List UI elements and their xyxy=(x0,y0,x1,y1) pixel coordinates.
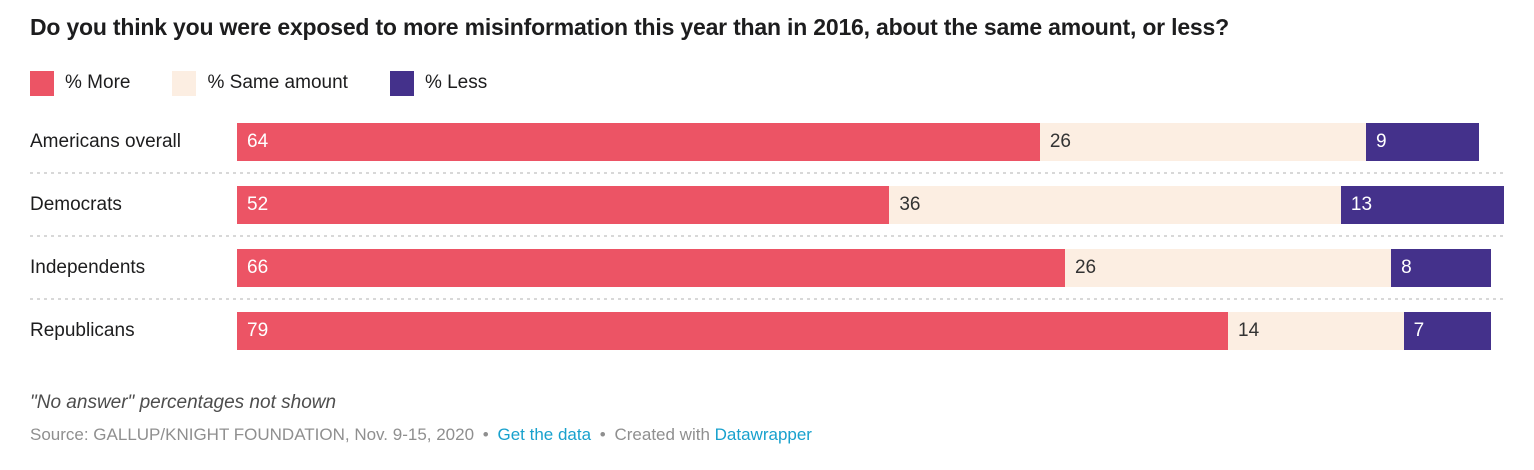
bar-row: Americans overall 64 26 9 xyxy=(30,123,1504,161)
bar-segment: 13 xyxy=(1340,186,1504,224)
category-label: Americans overall xyxy=(30,131,181,152)
value-label: 52 xyxy=(247,194,269,215)
legend-swatch-less xyxy=(389,70,414,96)
value-label: 36 xyxy=(899,194,921,215)
bar-segment: 52 xyxy=(237,186,890,224)
datawrapper-link[interactable]: Datawrapper xyxy=(714,425,812,444)
bar-segment: 26 xyxy=(1039,123,1366,161)
value-label: 13 xyxy=(1350,194,1373,215)
bar-segment: 26 xyxy=(1064,249,1392,287)
get-the-data-link[interactable]: Get the data xyxy=(497,425,592,444)
category-label: Democrats xyxy=(30,194,122,215)
value-label: 79 xyxy=(247,320,269,341)
bar-segment: 14 xyxy=(1228,312,1404,350)
bar-track: 79 14 7 xyxy=(237,312,1504,350)
value-label: 14 xyxy=(1238,320,1260,341)
bar-rows: Americans overall 64 26 9 Democrats 52 36 13 Ind… xyxy=(30,123,1504,350)
row-separator xyxy=(30,298,1504,300)
footnote: "No answer" percentages not shown xyxy=(30,392,337,413)
bar-track: 52 36 13 xyxy=(237,186,1504,224)
created-with-text: Created with xyxy=(614,425,710,444)
bullet-separator: • xyxy=(482,425,489,444)
legend-swatch-same-amount xyxy=(172,70,197,96)
category-label: Republicans xyxy=(30,320,135,341)
bar-row: Republicans 79 14 7 xyxy=(30,312,1504,350)
legend-label-less: % Less xyxy=(424,72,488,93)
bar-segment: 9 xyxy=(1366,123,1479,161)
bar-segment: 36 xyxy=(889,186,1341,224)
legend-item-same-amount: % Same amount xyxy=(172,70,348,96)
legend: % More % Same amount % Less xyxy=(30,70,1504,96)
category-label: Independents xyxy=(30,257,146,278)
bar-segment: 79 xyxy=(237,312,1229,350)
bar-segment: 66 xyxy=(237,249,1065,287)
legend-swatch-more xyxy=(30,70,54,96)
bullet-separator: • xyxy=(599,425,606,444)
chart-container: Do you think you were exposed to more mi… xyxy=(30,14,1504,445)
bar-row: Independents 66 26 8 xyxy=(30,249,1504,287)
bar-segment: 64 xyxy=(237,123,1040,161)
bar-segment: 7 xyxy=(1403,312,1492,350)
bar-track: 64 26 9 xyxy=(237,123,1504,161)
value-label: 9 xyxy=(1376,131,1387,152)
row-separator xyxy=(30,235,1504,237)
source-text: Source: GALLUP/KNIGHT FOUNDATION, Nov. 9… xyxy=(30,425,475,444)
legend-label-more: % More xyxy=(65,72,131,93)
value-label: 26 xyxy=(1074,257,1097,278)
value-label: 8 xyxy=(1401,257,1412,278)
value-label: 64 xyxy=(247,131,269,152)
bar-track: 66 26 8 xyxy=(237,249,1504,287)
row-separator xyxy=(30,172,1504,174)
bar-row: Democrats 52 36 13 xyxy=(30,186,1504,224)
value-label: 26 xyxy=(1049,131,1071,152)
source-line: Source: GALLUP/KNIGHT FOUNDATION, Nov. 9… xyxy=(30,425,1504,445)
legend-item-more: % More xyxy=(30,70,131,96)
bar-segment: 8 xyxy=(1391,249,1492,287)
legend-item-less: % Less xyxy=(389,70,488,96)
value-label: 66 xyxy=(247,257,269,278)
chart-title: Do you think you were exposed to more mi… xyxy=(30,14,1229,40)
value-label: 7 xyxy=(1413,320,1425,341)
legend-label-same-amount: % Same amount xyxy=(207,72,348,93)
